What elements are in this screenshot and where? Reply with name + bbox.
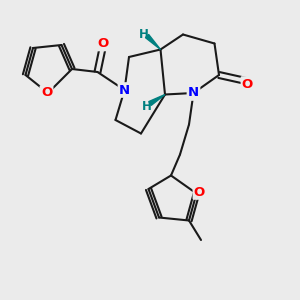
Text: H: H [139, 28, 149, 41]
Text: O: O [41, 86, 52, 100]
Text: H: H [142, 100, 152, 113]
Text: N: N [188, 86, 199, 100]
Polygon shape [146, 34, 160, 50]
Text: O: O [242, 77, 253, 91]
Text: O: O [194, 185, 205, 199]
Polygon shape [149, 94, 165, 105]
Text: N: N [119, 83, 130, 97]
Text: O: O [98, 37, 109, 50]
